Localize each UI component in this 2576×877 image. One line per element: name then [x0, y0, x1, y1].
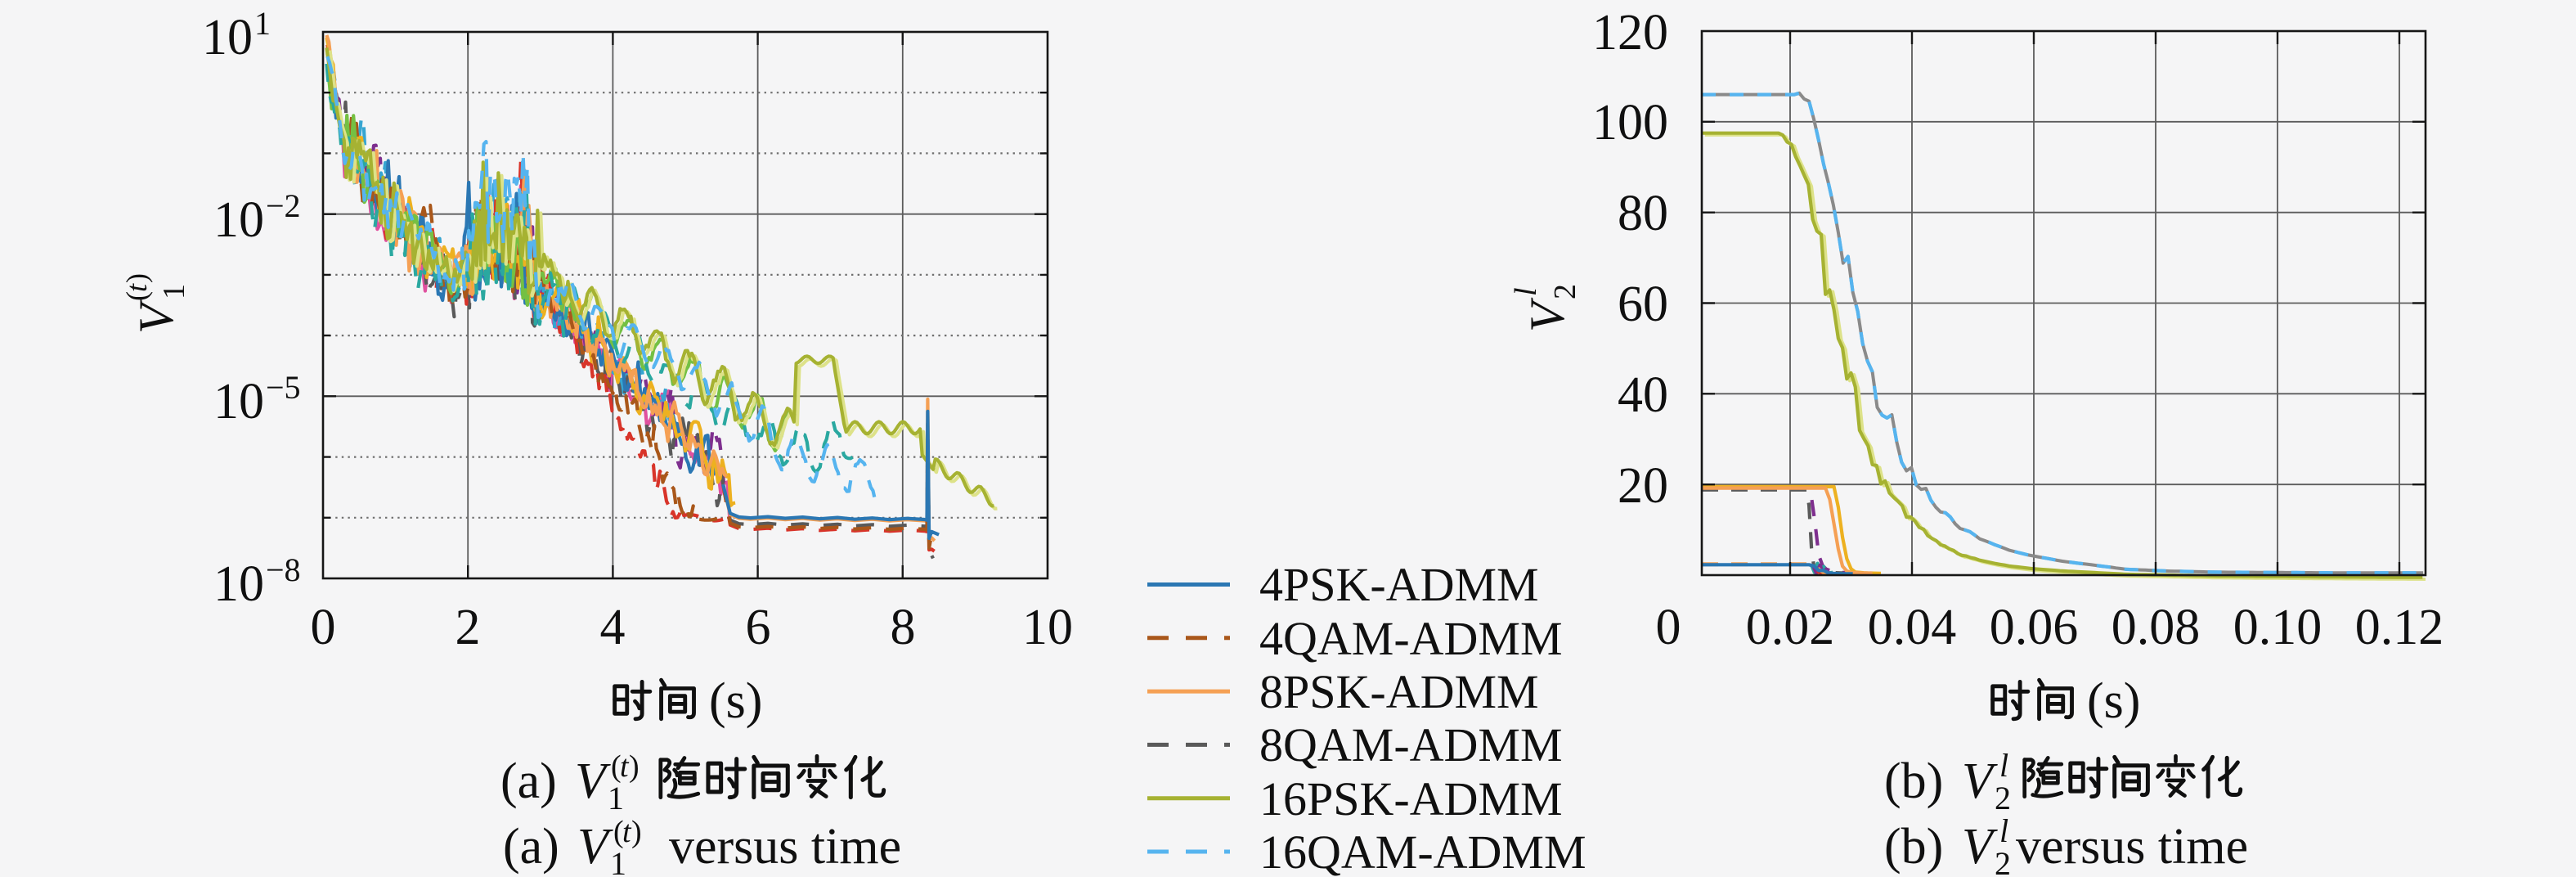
svg-text:0.04: 0.04 — [1868, 600, 1957, 655]
svg-text:8PSK-ADMM: 8PSK-ADMM — [1259, 665, 1539, 718]
svg-text:(a): (a) — [500, 753, 557, 809]
svg-text:l: l — [1999, 747, 2008, 784]
svg-text:(a): (a) — [503, 819, 559, 875]
svg-text:V: V — [577, 819, 613, 875]
svg-text:16PSK-ADMM: 16PSK-ADMM — [1259, 772, 1563, 825]
svg-text:10: 10 — [213, 374, 264, 430]
svg-text:1: 1 — [254, 5, 271, 42]
svg-text:(s): (s) — [2087, 673, 2140, 729]
svg-text:V: V — [1962, 753, 1998, 809]
svg-text:2: 2 — [1995, 780, 2011, 816]
svg-text:10: 10 — [213, 192, 264, 248]
svg-text:120: 120 — [1592, 5, 1668, 61]
svg-text:(b): (b) — [1884, 753, 1943, 809]
svg-text:versus time: versus time — [2016, 819, 2248, 875]
svg-text:4PSK-ADMM: 4PSK-ADMM — [1259, 558, 1539, 611]
svg-text:1: 1 — [608, 780, 624, 816]
svg-text:8QAM-ADMM: 8QAM-ADMM — [1259, 718, 1563, 771]
svg-text:1: 1 — [157, 284, 191, 299]
svg-text:1: 1 — [610, 845, 626, 877]
svg-text:0.06: 0.06 — [1990, 600, 2079, 655]
svg-text:60: 60 — [1618, 277, 1668, 332]
svg-text:10: 10 — [213, 556, 264, 612]
svg-text:0.02: 0.02 — [1746, 600, 1835, 655]
svg-text:0: 0 — [1656, 600, 1681, 655]
svg-text:2: 2 — [1995, 845, 2011, 877]
svg-text:2: 2 — [456, 600, 481, 655]
svg-text:V: V — [129, 299, 183, 334]
svg-text:6: 6 — [746, 600, 771, 655]
svg-text:l: l — [1999, 812, 2008, 849]
svg-text:−8: −8 — [266, 551, 301, 588]
svg-text:4: 4 — [600, 600, 626, 655]
svg-text:t: t — [120, 283, 153, 292]
svg-text:): ) — [631, 815, 642, 849]
svg-text:10: 10 — [202, 10, 253, 65]
svg-text:0.12: 0.12 — [2355, 600, 2444, 655]
svg-text:t: t — [622, 815, 632, 849]
svg-text:(: ( — [120, 291, 153, 301]
svg-text:(s): (s) — [709, 673, 762, 729]
svg-text:16QAM-ADMM: 16QAM-ADMM — [1259, 825, 1586, 877]
svg-text:100: 100 — [1592, 95, 1668, 151]
svg-text:−2: −2 — [266, 187, 301, 224]
svg-text:0.08: 0.08 — [2112, 600, 2201, 655]
svg-text:l: l — [1509, 287, 1543, 296]
svg-text:40: 40 — [1618, 367, 1668, 423]
svg-text:versus time: versus time — [669, 819, 901, 875]
svg-text:V: V — [575, 753, 611, 809]
svg-text:): ) — [120, 273, 153, 283]
svg-text:10: 10 — [1022, 600, 1073, 655]
svg-text:): ) — [629, 749, 640, 784]
svg-text:80: 80 — [1618, 186, 1668, 241]
svg-text:V: V — [1962, 819, 1998, 875]
svg-text:(: ( — [613, 815, 624, 849]
svg-text:8: 8 — [891, 600, 916, 655]
svg-text:0: 0 — [311, 600, 336, 655]
svg-text:20: 20 — [1618, 458, 1668, 514]
svg-text:4QAM-ADMM: 4QAM-ADMM — [1259, 612, 1563, 665]
svg-text:0.10: 0.10 — [2233, 600, 2322, 655]
svg-text:2: 2 — [1548, 284, 1582, 299]
svg-text:(b): (b) — [1884, 819, 1943, 875]
svg-text:(: ( — [611, 749, 622, 784]
svg-text:t: t — [620, 749, 630, 784]
svg-text:−5: −5 — [266, 369, 301, 406]
svg-text:V: V — [1520, 297, 1574, 332]
